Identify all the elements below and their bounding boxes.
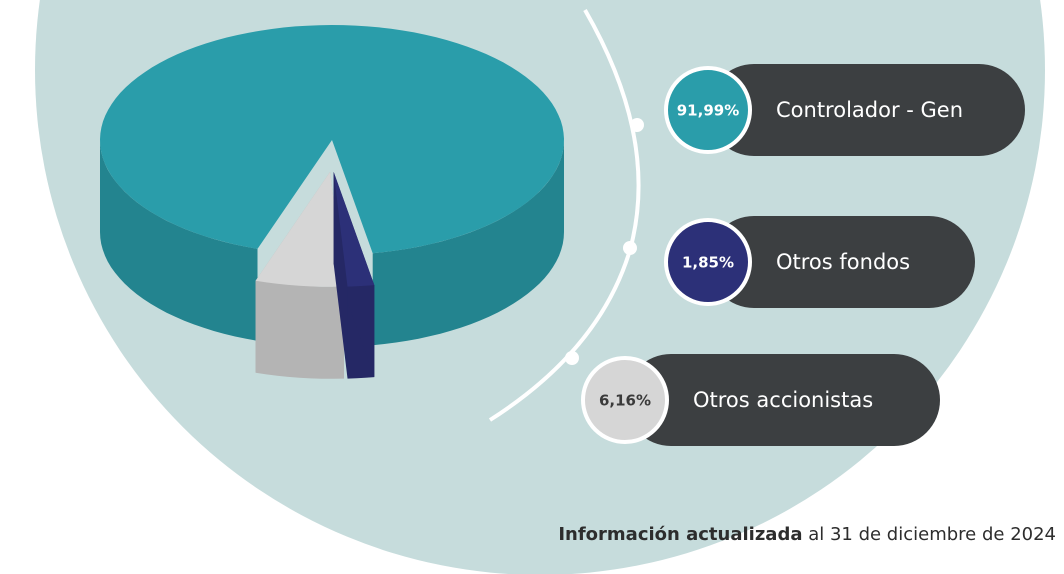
footnote-bold: Información actualizada	[558, 524, 802, 545]
legend: 91,99% Controlador - Gen 1,85% Otros fondos…	[581, 64, 1025, 446]
slice-top	[333, 171, 375, 287]
connector-dot	[623, 241, 637, 255]
slice-side	[100, 140, 258, 341]
legend-swatch	[664, 218, 752, 306]
legend-label: Otros fondos	[776, 250, 910, 274]
slice-top	[255, 171, 344, 287]
footnote: Información actualizada al 31 de diciemb…	[558, 524, 1056, 545]
legend-value: 6,16%	[599, 392, 651, 410]
pie	[100, 25, 564, 379]
slice-cut-face	[333, 171, 348, 379]
legend-value: 91,99%	[677, 102, 739, 120]
legend-swatch	[581, 356, 669, 444]
connector-dot	[565, 351, 579, 365]
legend-pill	[625, 354, 940, 446]
legend-value: 1,85%	[682, 254, 734, 272]
slice-side	[372, 140, 564, 346]
slice-top	[100, 25, 564, 254]
legend-label: Controlador - Gen	[776, 98, 963, 122]
legend-label: Otros accionistas	[693, 388, 873, 412]
legend-pill	[708, 64, 1025, 156]
footnote-text: al 31 de diciembre de 2024	[802, 524, 1056, 545]
legend-pill	[708, 216, 975, 308]
legend-swatch	[664, 66, 752, 154]
connector-dot	[630, 118, 644, 132]
